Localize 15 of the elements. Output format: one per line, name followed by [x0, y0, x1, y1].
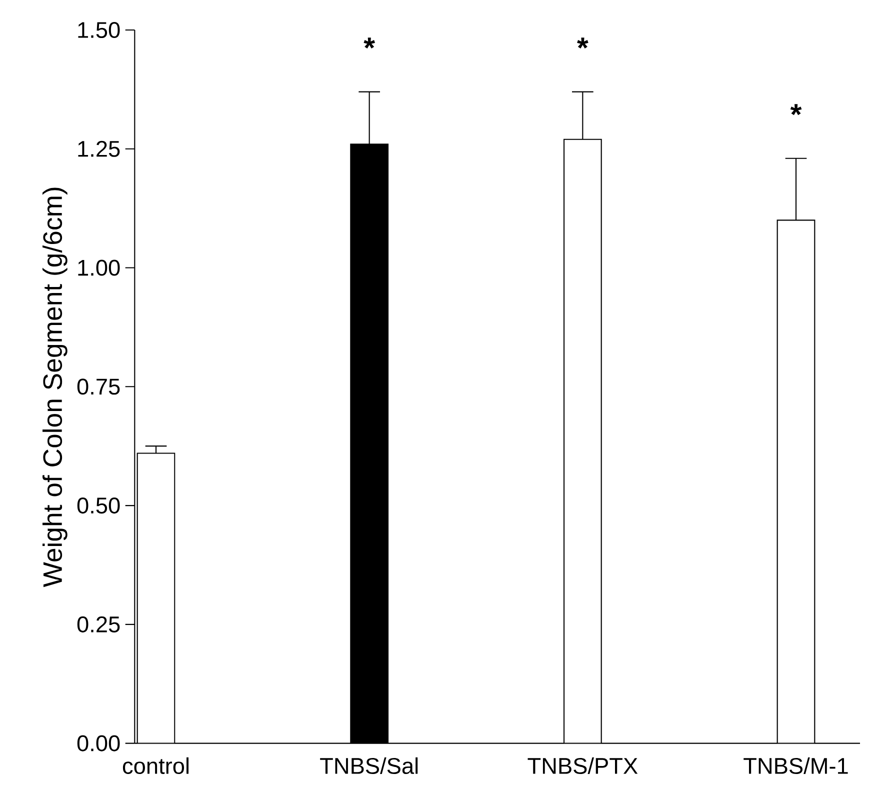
- y-tick-label: 1.25: [78, 140, 120, 157]
- y-tick-label: 0.00: [77, 735, 120, 752]
- x-tick-label: control: [122, 757, 188, 774]
- y-tick-label: 0.50: [77, 498, 120, 514]
- y-axis-title: Weight of Colon Segment (g/6cm): [42, 188, 68, 588]
- x-tick-label: TNBS/PTX: [528, 757, 638, 774]
- annotation: *: [790, 104, 802, 116]
- y-tick-label: 0.75: [77, 378, 120, 395]
- x-tick-label: TNBS/Sal: [320, 757, 418, 774]
- y-tick-label: 1.50: [78, 22, 120, 38]
- annotation: *: [364, 38, 376, 48]
- annotation: *: [577, 38, 588, 48]
- x-tick-label: TNBS/M-1: [744, 757, 848, 774]
- y-tick-label: 1.00: [78, 260, 120, 276]
- y-tick-label: 0.25: [77, 616, 120, 632]
